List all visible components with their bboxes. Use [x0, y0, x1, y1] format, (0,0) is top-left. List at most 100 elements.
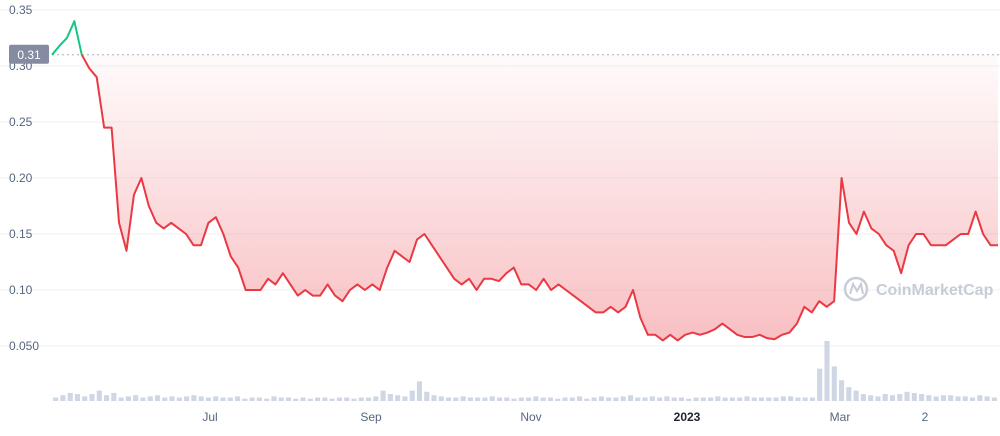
- watermark-text: CoinMarketCap: [876, 282, 994, 299]
- volume-bar: [67, 392, 73, 401]
- volume-bar: [133, 395, 139, 401]
- volume-bar: [780, 396, 786, 401]
- volume-bar: [562, 397, 568, 401]
- volume-bar: [657, 397, 663, 401]
- volume-bar: [737, 397, 743, 401]
- volume-bar: [351, 398, 357, 401]
- price-line-below: [80, 54, 998, 342]
- price-area-fill: [52, 54, 998, 341]
- volume-bar: [664, 396, 670, 401]
- coinmarketcap-logo-mark: [849, 281, 864, 295]
- price-badge-bg: [9, 44, 49, 64]
- y-tick-label: 0.15: [9, 227, 33, 241]
- volume-bar: [860, 394, 866, 401]
- volume-bar: [235, 396, 241, 401]
- volume-bar: [315, 397, 321, 401]
- volume-bar: [642, 397, 648, 401]
- volume-bar: [977, 395, 983, 401]
- volume-bar: [817, 368, 823, 401]
- volume-bar: [569, 397, 575, 401]
- volume-bar: [278, 397, 284, 401]
- volume-bar: [744, 396, 750, 401]
- volume-bar: [511, 398, 517, 401]
- volume-bar: [227, 397, 233, 401]
- volume-bar: [380, 390, 386, 401]
- volume-bar: [198, 396, 204, 401]
- y-axis: 0.350.300.250.200.150.100.050: [9, 3, 39, 353]
- volume-bar: [591, 397, 597, 401]
- volume-bar: [824, 341, 830, 401]
- coinmarketcap-logo-icon: [843, 276, 869, 302]
- volume-bar: [853, 390, 859, 401]
- volume-bar: [533, 396, 539, 401]
- volume-bar: [125, 396, 131, 401]
- volume-bar: [751, 397, 757, 401]
- volume-bar: [140, 397, 146, 401]
- volume-bar: [882, 394, 888, 401]
- volume-bar: [482, 397, 488, 401]
- x-tick-label: Nov: [520, 410, 541, 424]
- volume-bar: [809, 397, 815, 401]
- volume-bar: [708, 397, 714, 401]
- volume-bar: [365, 397, 372, 401]
- volume-bar: [409, 390, 415, 401]
- volume-bar: [60, 395, 66, 401]
- volume-bar: [831, 366, 837, 401]
- volume-bar: [635, 397, 641, 401]
- volume-bar: [547, 397, 554, 401]
- price-line-group: [51, 20, 998, 342]
- volume-bar: [307, 398, 313, 401]
- volume-bar: [460, 396, 466, 401]
- volume-bar: [322, 397, 328, 401]
- volume-bar: [373, 396, 379, 401]
- volume-bar: [846, 387, 852, 401]
- volume-bar: [933, 396, 939, 401]
- volume-bar: [453, 397, 459, 401]
- volume-bar: [162, 397, 168, 401]
- volume-bar: [700, 397, 706, 401]
- volume-bar: [438, 396, 444, 401]
- volume-bar: [118, 397, 124, 401]
- volume-bar: [729, 397, 735, 401]
- x-tick-label: Mar: [830, 410, 851, 424]
- volume-bar: [802, 397, 808, 401]
- volume-bar: [89, 394, 95, 401]
- volume-bar: [446, 397, 452, 401]
- volume-bar: [387, 394, 393, 401]
- volume-bar: [336, 397, 342, 401]
- volume-bar: [184, 396, 190, 401]
- volume-bar: [540, 397, 546, 401]
- volume-bar: [416, 381, 423, 401]
- volume-bar: [344, 397, 350, 401]
- volume-bar: [402, 396, 408, 401]
- volume-bar: [213, 396, 219, 401]
- volume-bar: [555, 398, 561, 401]
- volume-bar: [504, 397, 510, 401]
- volume-bar: [256, 397, 262, 401]
- volume-bar: [147, 396, 153, 401]
- volume-bar: [526, 397, 532, 401]
- volume-bar: [686, 398, 692, 401]
- volume-bar: [249, 397, 255, 401]
- volume-bar: [715, 396, 721, 401]
- x-tick-label: Jul: [202, 410, 217, 424]
- volume-bar: [940, 395, 946, 401]
- volume-bar: [693, 397, 699, 401]
- y-tick-label: 0.050: [9, 339, 39, 353]
- volume-bar: [758, 397, 765, 401]
- volume-bar: [948, 395, 954, 401]
- volume-bar: [955, 396, 961, 401]
- volume-bar: [96, 390, 102, 401]
- volume-bar: [649, 396, 655, 401]
- volume-bar: [984, 396, 990, 401]
- price-area: [52, 54, 998, 341]
- volume-bar: [82, 396, 88, 401]
- volume-bar: [467, 397, 473, 401]
- x-tick-label: Sep: [360, 410, 382, 424]
- volume-bar: [293, 398, 299, 401]
- volume-bar: [788, 396, 794, 401]
- volume-bar: [620, 396, 626, 401]
- volume-bar: [919, 394, 925, 401]
